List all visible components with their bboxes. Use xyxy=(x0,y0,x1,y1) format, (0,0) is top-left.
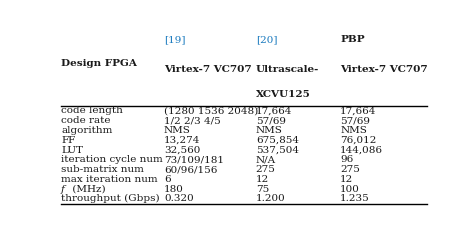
Text: [20]: [20] xyxy=(256,35,277,44)
Text: 180: 180 xyxy=(164,185,184,194)
Text: LUT: LUT xyxy=(61,146,83,155)
Text: [19]: [19] xyxy=(164,35,185,44)
Text: 13,274: 13,274 xyxy=(164,136,201,145)
Text: 275: 275 xyxy=(340,165,360,174)
Text: PBP: PBP xyxy=(340,35,365,44)
Text: 144,086: 144,086 xyxy=(340,146,383,155)
Text: code length: code length xyxy=(61,106,123,115)
Text: code rate: code rate xyxy=(61,116,110,125)
Text: (1280 1536 2048): (1280 1536 2048) xyxy=(164,106,258,115)
Text: 57/69: 57/69 xyxy=(340,116,370,125)
Text: 537,504: 537,504 xyxy=(256,146,299,155)
Text: 17,664: 17,664 xyxy=(256,106,292,115)
Text: 76,012: 76,012 xyxy=(340,136,377,145)
Text: N/A: N/A xyxy=(256,155,276,164)
Text: max iteration num: max iteration num xyxy=(61,175,158,184)
Text: 96: 96 xyxy=(340,155,354,164)
Text: 73/109/181: 73/109/181 xyxy=(164,155,224,164)
Text: 6: 6 xyxy=(164,175,171,184)
Text: 60/96/156: 60/96/156 xyxy=(164,165,217,174)
Text: 17,664: 17,664 xyxy=(340,106,377,115)
Text: 12: 12 xyxy=(256,175,269,184)
Text: sub-matrix num: sub-matrix num xyxy=(61,165,144,174)
Text: NMS: NMS xyxy=(164,126,191,135)
Text: 57/69: 57/69 xyxy=(256,116,286,125)
Text: 75: 75 xyxy=(256,185,269,194)
Text: 32,560: 32,560 xyxy=(164,146,201,155)
Text: 12: 12 xyxy=(340,175,354,184)
Text: throughput (Gbps): throughput (Gbps) xyxy=(61,194,160,204)
Text: FF: FF xyxy=(61,136,75,145)
Text: Ultrascale-: Ultrascale- xyxy=(256,65,319,74)
Text: 1/2 2/3 4/5: 1/2 2/3 4/5 xyxy=(164,116,221,125)
Text: Virtex-7 VC707: Virtex-7 VC707 xyxy=(340,65,428,74)
Text: iteration cycle num: iteration cycle num xyxy=(61,155,163,164)
Text: Design FPGA: Design FPGA xyxy=(61,59,137,68)
Text: NMS: NMS xyxy=(256,126,283,135)
Text: 1.235: 1.235 xyxy=(340,195,370,204)
Text: 1.200: 1.200 xyxy=(256,195,285,204)
Text: 675,854: 675,854 xyxy=(256,136,299,145)
Text: 275: 275 xyxy=(256,165,276,174)
Text: 0.320: 0.320 xyxy=(164,195,194,204)
Text: f: f xyxy=(61,185,65,194)
Text: XCVU125: XCVU125 xyxy=(256,90,310,99)
Text: algorithm: algorithm xyxy=(61,126,112,135)
Text: (MHz): (MHz) xyxy=(69,185,106,194)
Text: 100: 100 xyxy=(340,185,360,194)
Text: NMS: NMS xyxy=(340,126,367,135)
Text: Virtex-7 VC707: Virtex-7 VC707 xyxy=(164,65,252,74)
